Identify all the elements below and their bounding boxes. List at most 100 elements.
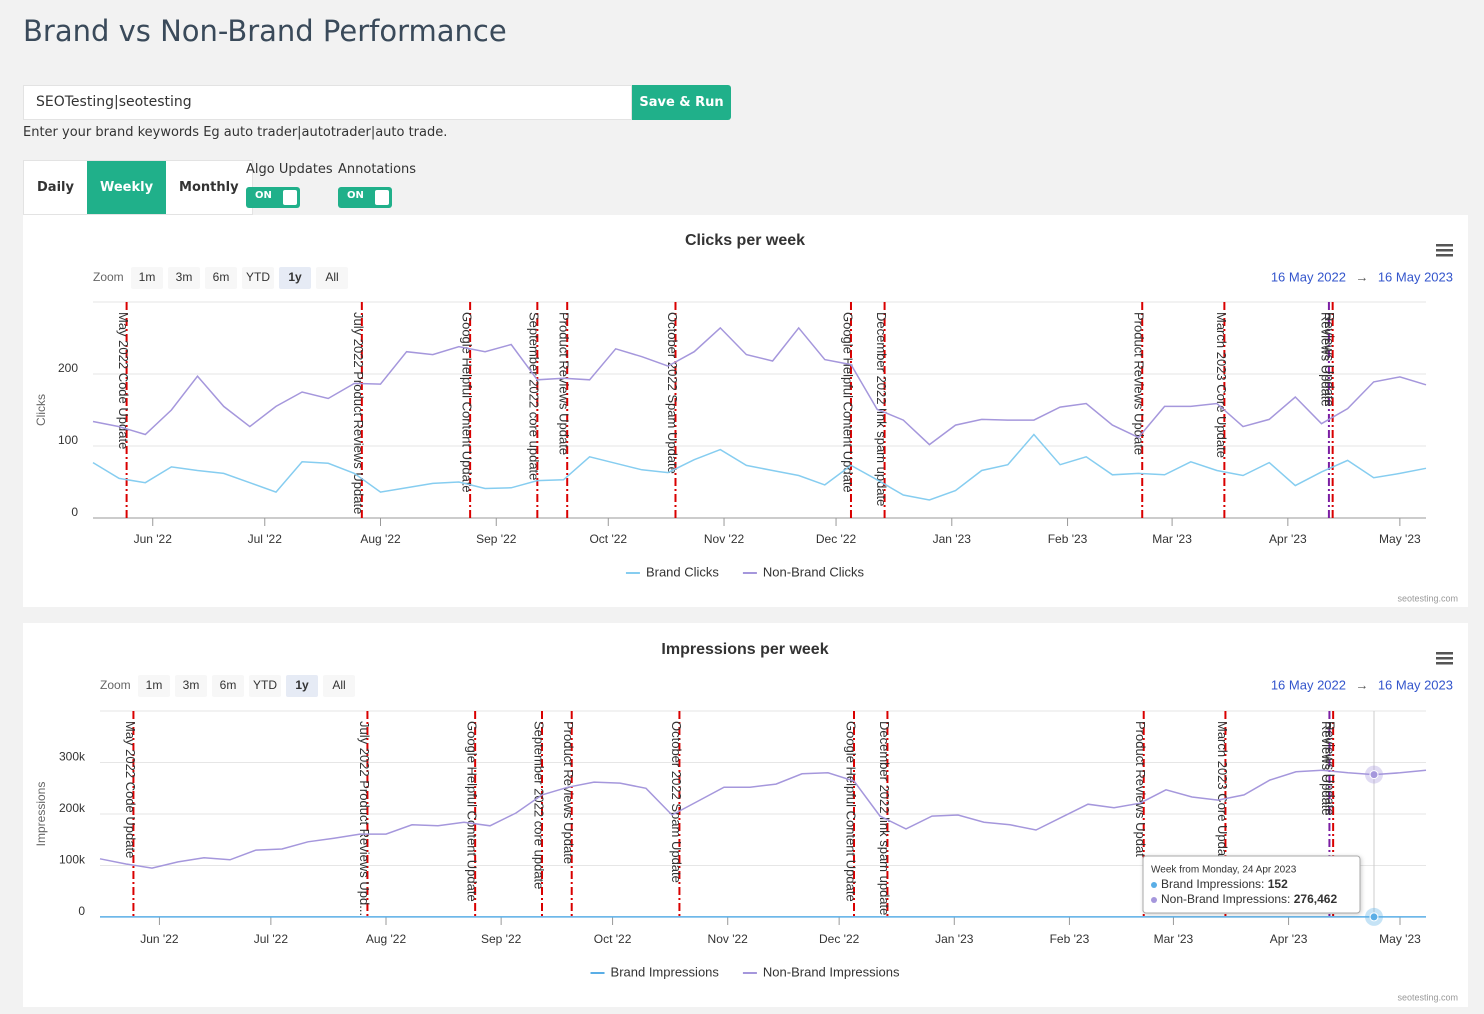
legend-item[interactable]: Brand Clicks [625,564,719,579]
algo-update-label: Reviews Update [1322,312,1337,407]
toggle-switch[interactable]: ON [338,187,392,208]
chart-title: Clicks per week [685,232,805,249]
series-line [92,433,1427,501]
x-tick-label: Jul '22 [248,532,283,546]
hover-point [1369,912,1379,922]
tooltip-title: Week from Monday, 24 Apr 2023 [1151,865,1297,876]
legend-label: Brand Clicks [646,564,719,579]
algo-update-label: September 2022 core update [531,721,546,889]
zoom-button[interactable] [138,675,170,697]
legend-label: Non-Brand Impressions [763,964,900,979]
tooltip-row-label: Brand Impressions: [1161,877,1268,891]
legend-item[interactable]: Non-Brand Impressions [742,964,900,979]
zoom-button[interactable] [323,675,355,697]
zoom-button[interactable] [286,675,318,697]
range-to[interactable]: 16 May 2023 [1378,677,1453,692]
zoom-button[interactable] [242,267,274,289]
algo-update-label: Google Helpful Content Update [843,721,858,902]
x-tick-label: Feb '23 [1048,532,1088,546]
tab[interactable]: Monthly [179,180,239,195]
zoom-button[interactable] [131,267,163,289]
zoom-button[interactable] [316,267,348,289]
menu-icon[interactable] [1436,652,1453,665]
tooltip-row-label: Non-Brand Impressions: [1161,892,1294,906]
zoom-button-label: 1m [139,270,156,284]
x-tick-label: Jul '22 [254,932,289,946]
algo-update-label: Reviews Update [1318,312,1333,407]
algo-update-label: Product Reviews Update [557,312,572,455]
algo-update-label: Reviews Update [1323,721,1338,816]
annotations: May 2022 Code Update July 2022 Product Re… [116,302,1337,518]
toggle-knob [375,190,389,205]
range-arrow: → [1356,269,1369,284]
zoom-button-label: 3m [176,270,193,284]
range-to[interactable]: 16 May 2023 [1378,269,1453,284]
chart: Clicks per week Zoom 1m 3m 6m YTD 1y All 16 May … [34,232,1458,603]
zoom-button[interactable] [279,267,311,289]
x-tick-label: Oct '22 [589,532,627,546]
range-from[interactable]: 16 May 2022 [1271,269,1346,284]
toggle-state: ON [347,190,364,201]
algo-update-label: March 2023 Core Update [1215,721,1230,867]
toggle-label: Annotations [338,162,417,177]
x-tick-label: Feb '23 [1050,932,1090,946]
zoom-button-label: 1y [288,270,302,284]
tab[interactable]: Weekly [86,161,167,214]
zoom-button[interactable] [168,267,200,289]
zoom-button-label: 6m [220,678,237,692]
algo-update-label: October 2022 Spam Update [665,312,680,474]
toggle-label: Algo Updates [246,162,333,177]
y-tick-label: 200k [59,801,86,815]
zoom-button-label: 1y [295,678,309,692]
save-run-button[interactable]: Save & Run [632,85,731,120]
algo-update-label: Product Reviews Update [561,721,576,864]
zoom-button[interactable] [205,267,237,289]
zoom-button-label: 1m [146,678,163,692]
y-tick-label: 0 [78,904,85,918]
legend: Brand Clicks Non-Brand Clicks [625,564,865,579]
series-line [92,326,1427,446]
tooltip-row: Brand Impressions: 152 [1161,877,1288,891]
zoom-button[interactable] [249,675,281,697]
algo-update-label: May 2022 Code Update [123,721,138,858]
x-tick-label: Aug '22 [360,532,401,546]
tooltip-bullet [1151,897,1157,903]
credits: seotesting.com [1397,593,1458,603]
algo-update-label: Reviews Update [1319,721,1334,816]
page-title: Brand vs Non-Brand Performance [23,14,507,48]
x-tick-label: Jun '22 [140,932,179,946]
y-axis-title: Impressions [34,782,48,847]
x-tick-label: Mar '23 [1154,932,1194,946]
brand-input[interactable]: SEOTesting|seotesting [23,85,632,120]
x-tick-label: May '23 [1379,532,1421,546]
tab[interactable]: Daily [37,180,74,195]
legend-item[interactable]: Brand Impressions [590,964,720,979]
chart-title: Impressions per week [661,641,828,658]
zoom-button[interactable] [212,675,244,697]
algo-update-label: July 2022 Product Reviews Upd... [357,721,372,916]
y-axis-title: Clicks [34,394,48,426]
x-tick-label: Mar '23 [1152,532,1192,546]
algo-update-label: September 2022 core update [527,312,542,480]
x-tick-label: Jun '22 [134,532,173,546]
x-tick-label: Apr '23 [1270,932,1308,946]
menu-icon[interactable] [1436,244,1453,257]
x-tick-label: Sep '22 [476,532,517,546]
series-line [99,769,1427,869]
range-arrow: → [1356,677,1369,692]
legend-item[interactable]: Non-Brand Clicks [742,564,865,579]
x-tick-label: Nov '22 [708,932,749,946]
zoom-button-label: All [332,678,345,692]
algo-update-label: Google Helpful Content Update [465,721,480,902]
zoom-button[interactable] [175,675,207,697]
toggle-switch[interactable]: ON [246,187,300,208]
zoom-button-label: All [325,270,338,284]
zoom-button-label: YTD [253,678,277,692]
toggle-state: ON [255,190,272,201]
legend-label: Brand Impressions [611,964,720,979]
range-from[interactable]: 16 May 2022 [1271,677,1346,692]
x-tick-label: May '23 [1379,932,1421,946]
zoom-button-label: 3m [183,678,200,692]
